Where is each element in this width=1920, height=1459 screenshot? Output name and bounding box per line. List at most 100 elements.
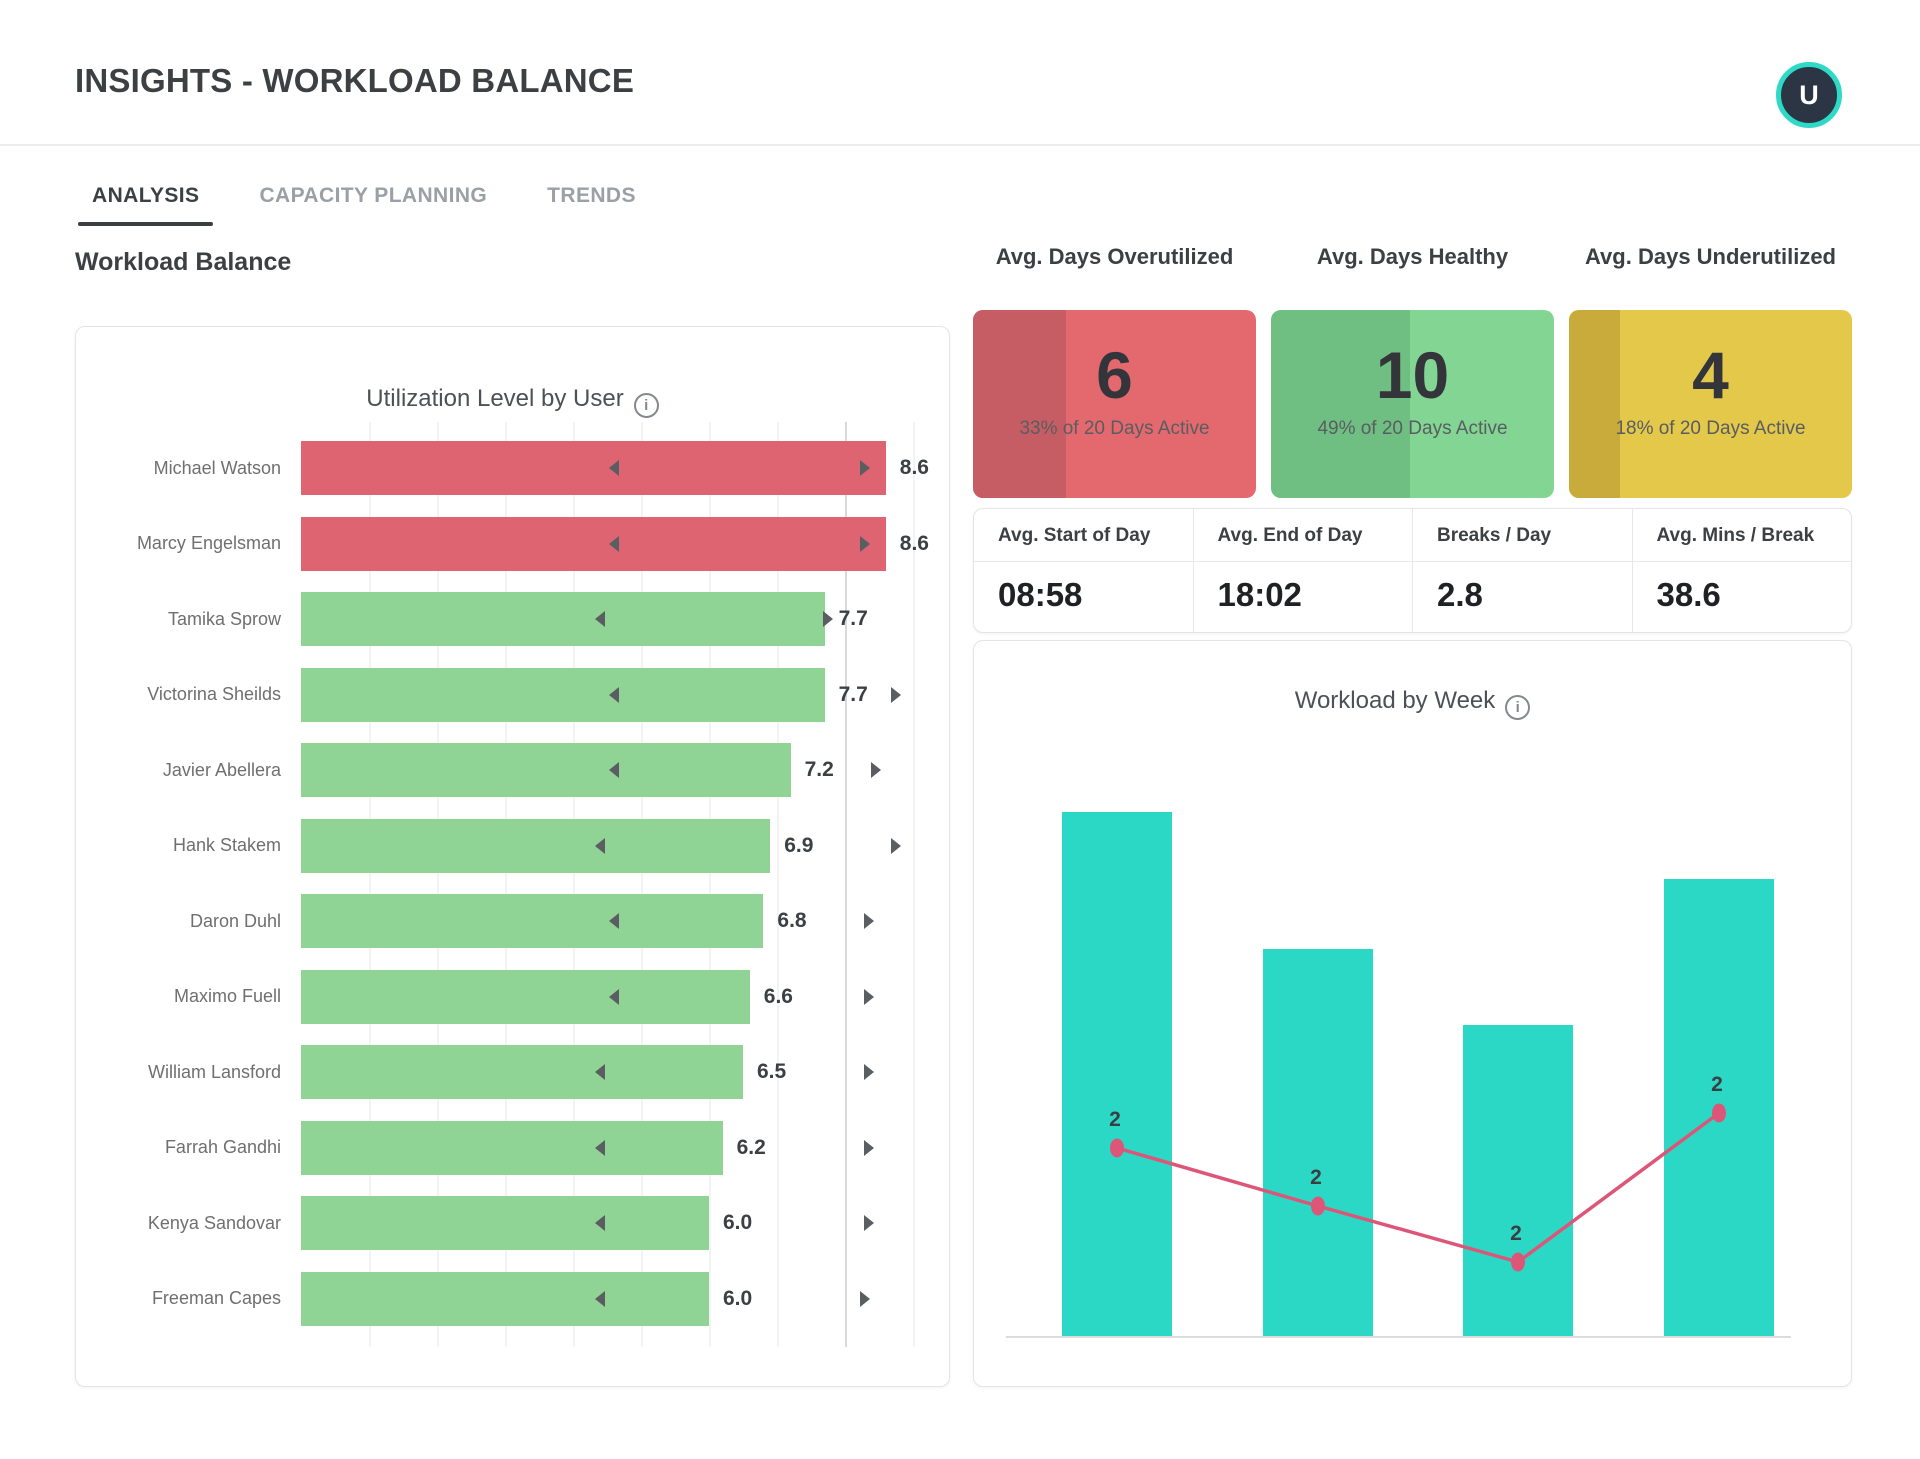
row-label-daron-duhl: Daron Duhl: [189, 910, 281, 931]
range-min-marker-icon: [608, 762, 619, 778]
stat-block-avg-days-overutilized: Avg. Days Overutilized 6 33% of 20 Days Ac…: [973, 244, 1256, 498]
range-max-marker-icon: [891, 837, 901, 854]
stat-card-avg-days-healthy: 10 49% of 20 Days Active: [1271, 310, 1554, 498]
gridline: [913, 422, 915, 1347]
range-max-marker-icon: [863, 913, 874, 929]
range-min-marker-icon: [595, 1290, 606, 1307]
stat-card-fill: [1569, 310, 1620, 498]
week-chart-title-text: Workload by Week: [1294, 687, 1496, 714]
row-label-marcy-engelsman: Marcy Engelsman: [136, 533, 281, 553]
section-title-workload-balance: Workload Balance: [75, 248, 292, 276]
week-line-point-3[interactable]: [1511, 1252, 1525, 1272]
week-point-label: 2: [1711, 1073, 1723, 1096]
tab-label: CAPACITY PLANNING: [259, 184, 488, 207]
utilization-bar-javier-abellera[interactable]: [301, 743, 791, 797]
gridline: [777, 422, 779, 1347]
week-bar-1[interactable]: [1062, 812, 1172, 1336]
bar-value-label: 7.7: [838, 607, 868, 630]
range-max-marker-icon: [870, 762, 881, 778]
tab-label: ANALYSIS: [92, 184, 200, 207]
stat-subtext: 33% of 20 Days Active: [1019, 418, 1210, 439]
range-max-marker-icon: [891, 686, 901, 703]
stat-block-avg-days-healthy: Avg. Days Healthy 10 49% of 20 Days Active: [1271, 244, 1554, 498]
bar-value-label: 6.8: [777, 909, 807, 932]
bar-value-label: 7.2: [804, 758, 834, 781]
utilization-bar-daron-duhl[interactable]: [301, 894, 764, 948]
range-min-marker-icon: [595, 1064, 606, 1080]
stats-col-header-breaks-day: Breaks / Day: [1412, 509, 1632, 562]
range-min-marker-icon: [608, 460, 619, 476]
gridline: [437, 422, 439, 1347]
row-label-kenya-sandovar: Kenya Sandovar: [147, 1212, 281, 1233]
range-max-marker-icon: [860, 460, 871, 476]
week-plot: 2 2 2 2: [974, 641, 1853, 1388]
stats-col-header-avg-mins-break: Avg. Mins / Break: [1631, 509, 1851, 562]
stat-block-avg-days-underutilized: Avg. Days Underutilized 4 18% of 20 Days A…: [1569, 244, 1852, 498]
range-min-marker-icon: [595, 1215, 606, 1231]
range-min-marker-icon: [595, 837, 606, 854]
gridline: [573, 422, 575, 1347]
stat-card-fill: [1271, 310, 1410, 498]
stat-value: 4: [1692, 338, 1729, 412]
gridline: [505, 422, 507, 1347]
week-line-point-4[interactable]: [1712, 1103, 1726, 1123]
bar-value-label: 6.2: [736, 1135, 766, 1159]
row-label-hank-stakem: Hank Stakem: [172, 835, 281, 855]
info-icon[interactable]: i: [633, 393, 659, 418]
stats-table-header-row: Avg. Start of Day Avg. End of Day Breaks /…: [974, 509, 1851, 562]
bar-value-label: 6.0: [723, 1211, 753, 1234]
week-point-label: 2: [1109, 1108, 1121, 1131]
week-line: [1116, 1111, 1721, 1264]
week-point-label: 2: [1310, 1166, 1322, 1189]
info-icon[interactable]: i: [1505, 695, 1531, 720]
stats-col-value-breaks-day: 2.8: [1412, 562, 1632, 632]
utilization-bar-farrah-gandhi[interactable]: [301, 1120, 723, 1175]
active-tab-underline: [78, 222, 214, 226]
week-chart-title: Workload by Week i: [974, 641, 1851, 720]
week-bar-2[interactable]: [1263, 949, 1373, 1336]
row-label-victorina-sheilds: Victorina Sheilds: [147, 684, 281, 704]
week-line-point-2[interactable]: [1311, 1196, 1325, 1216]
bar-value-label: 6.5: [757, 1060, 787, 1083]
utilization-bar-tamika-sprow[interactable]: [301, 592, 825, 646]
user-avatar[interactable]: U: [1776, 62, 1842, 128]
gridline: [709, 422, 711, 1347]
range-max-marker-icon: [863, 1215, 874, 1231]
range-max-marker-icon: [863, 1139, 874, 1156]
utilization-bar-maximo-fuell[interactable]: [301, 969, 750, 1024]
utilization-chart-title: Utilization Level by User i: [76, 327, 949, 418]
utilization-chart-title-text: Utilization Level by User: [366, 385, 624, 412]
utilization-bar-william-lansford[interactable]: [301, 1045, 743, 1099]
stats-col-value-avg-start-of-day: 08:58: [998, 576, 1083, 613]
utilization-bar-freeman-capes[interactable]: [301, 1271, 709, 1326]
tab-bar: ANALYSIS CAPACITY PLANNING TRENDS: [78, 178, 650, 226]
bar-value-label: 6.0: [723, 1286, 753, 1310]
stat-value: 6: [1096, 338, 1133, 412]
week-point-label: 2: [1510, 1222, 1522, 1245]
week-line-point-1[interactable]: [1110, 1138, 1124, 1158]
gridline: [369, 422, 371, 1347]
range-min-marker-icon: [595, 611, 606, 627]
bar-value-label: 7.7: [838, 682, 868, 706]
utilization-bar-victorina-sheilds[interactable]: [301, 667, 825, 722]
workload-by-week-card: Workload by Week i 2 2 2 2: [973, 640, 1852, 1387]
week-bar-3[interactable]: [1463, 1025, 1573, 1336]
row-label-javier-abellera: Javier Abellera: [162, 759, 281, 780]
utilization-bar-hank-stakem[interactable]: [301, 818, 771, 873]
stat-header-avg-days-healthy: Avg. Days Healthy: [1316, 244, 1509, 269]
tab-capacity-planning[interactable]: CAPACITY PLANNING: [245, 178, 501, 226]
stat-header-avg-days-underutilized: Avg. Days Underutilized: [1584, 244, 1836, 269]
stat-card-avg-days-overutilized: 6 33% of 20 Days Active: [973, 310, 1256, 498]
utilization-bar-marcy-engelsman[interactable]: [301, 516, 886, 571]
header-divider: [0, 144, 1920, 146]
utilization-bar-michael-watson[interactable]: [301, 441, 886, 495]
tab-analysis[interactable]: ANALYSIS: [78, 178, 214, 226]
bar-value-label: 6.9: [784, 833, 814, 857]
stats-col-value-avg-end-of-day: 18:02: [1192, 562, 1413, 632]
tab-trends[interactable]: TRENDS: [533, 178, 650, 226]
utilization-bar-kenya-sandovar[interactable]: [301, 1196, 709, 1250]
range-min-marker-icon: [608, 535, 619, 552]
range-min-marker-icon: [595, 1139, 606, 1156]
stat-subtext: 18% of 20 Days Active: [1615, 418, 1806, 439]
